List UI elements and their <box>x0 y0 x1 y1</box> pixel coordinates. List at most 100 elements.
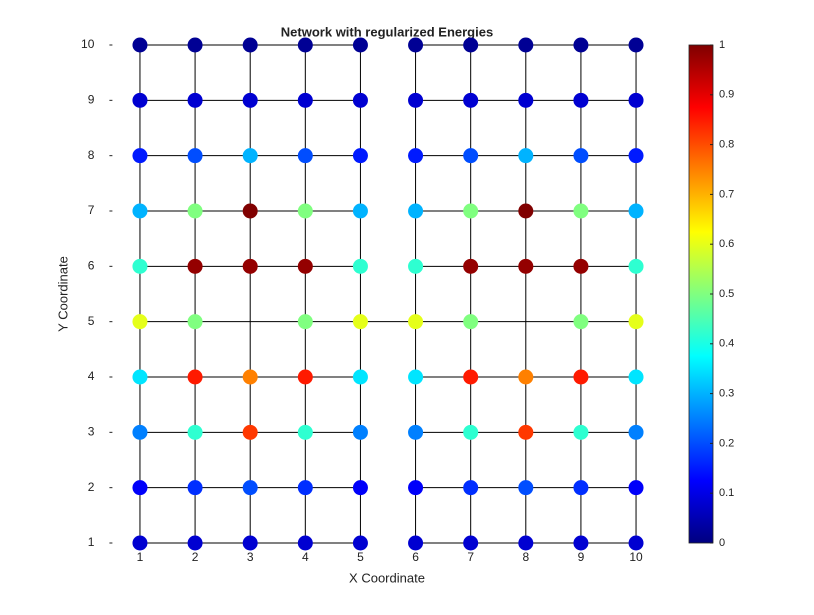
colorbar-tick-label: 0.8 <box>719 139 734 151</box>
x-axis-label: X Coordinate <box>349 570 425 585</box>
node <box>297 535 313 551</box>
node <box>352 148 368 164</box>
y-tick-label: 8 <box>88 148 95 162</box>
node <box>573 314 589 330</box>
colorbar-tick-label: 0.2 <box>719 437 734 449</box>
node <box>352 369 368 385</box>
node <box>628 369 644 385</box>
node <box>352 424 368 440</box>
x-tick-label: 10 <box>629 550 643 564</box>
node <box>408 369 424 385</box>
node <box>242 535 258 551</box>
node <box>518 424 534 440</box>
x-tick-label: 6 <box>412 550 419 564</box>
node <box>408 535 424 551</box>
node <box>297 314 313 330</box>
node <box>132 314 148 330</box>
node <box>242 92 258 108</box>
node <box>573 480 589 496</box>
node <box>408 314 424 330</box>
node <box>463 535 479 551</box>
node <box>187 203 203 219</box>
node <box>297 37 313 53</box>
node <box>408 480 424 496</box>
node <box>132 369 148 385</box>
node <box>463 258 479 274</box>
node <box>628 92 644 108</box>
chart-title: Network with regularized Energies <box>281 24 493 39</box>
node <box>187 535 203 551</box>
node <box>352 92 368 108</box>
node <box>132 424 148 440</box>
node <box>297 424 313 440</box>
node <box>352 37 368 53</box>
node <box>132 92 148 108</box>
node <box>518 480 534 496</box>
node <box>518 535 534 551</box>
node <box>297 203 313 219</box>
node <box>187 480 203 496</box>
node <box>628 258 644 274</box>
node <box>628 37 644 53</box>
colorbar-tick-label: 0.6 <box>719 238 734 250</box>
x-tick-label: 5 <box>357 550 364 564</box>
node <box>628 314 644 330</box>
colorbar-tick-label: 0.7 <box>719 188 734 200</box>
y-tick-label: 9 <box>88 93 95 107</box>
colorbar-tick-label: 0.3 <box>719 388 734 400</box>
colorbar-tick-label: 0 <box>719 537 725 549</box>
node <box>187 92 203 108</box>
node <box>242 480 258 496</box>
y-tick-label: 5 <box>88 314 95 328</box>
y-tick-label: 7 <box>88 203 95 217</box>
node <box>297 369 313 385</box>
node <box>628 203 644 219</box>
node <box>573 369 589 385</box>
x-tick-label: 7 <box>467 550 474 564</box>
node <box>408 37 424 53</box>
node <box>187 424 203 440</box>
y-axis-label: Y Coordinate <box>55 256 70 332</box>
node <box>297 148 313 164</box>
x-tick-label: 1 <box>137 550 144 564</box>
node <box>352 203 368 219</box>
node <box>518 148 534 164</box>
x-tick-label: 4 <box>302 550 309 564</box>
node <box>573 92 589 108</box>
node <box>187 314 203 330</box>
node <box>518 92 534 108</box>
node <box>242 203 258 219</box>
node <box>628 480 644 496</box>
colorbar-tick-label: 0.5 <box>719 288 734 300</box>
node <box>463 480 479 496</box>
node <box>187 369 203 385</box>
node <box>187 37 203 53</box>
node <box>463 92 479 108</box>
x-tick-label: 9 <box>578 550 585 564</box>
node <box>132 148 148 164</box>
node <box>463 314 479 330</box>
node <box>242 37 258 53</box>
colorbar-tick-label: 1 <box>719 39 725 51</box>
node <box>463 203 479 219</box>
node <box>408 203 424 219</box>
node <box>573 424 589 440</box>
node <box>408 92 424 108</box>
node <box>132 203 148 219</box>
node <box>573 148 589 164</box>
node <box>518 203 534 219</box>
x-tick-label: 2 <box>192 550 199 564</box>
y-tick-label: 6 <box>88 259 95 273</box>
node <box>408 148 424 164</box>
node <box>518 369 534 385</box>
node <box>242 258 258 274</box>
y-tick-label: 1 <box>88 535 95 549</box>
node <box>242 369 258 385</box>
node <box>242 148 258 164</box>
colorbar <box>688 44 714 544</box>
node <box>463 37 479 53</box>
node <box>297 92 313 108</box>
node <box>518 37 534 53</box>
